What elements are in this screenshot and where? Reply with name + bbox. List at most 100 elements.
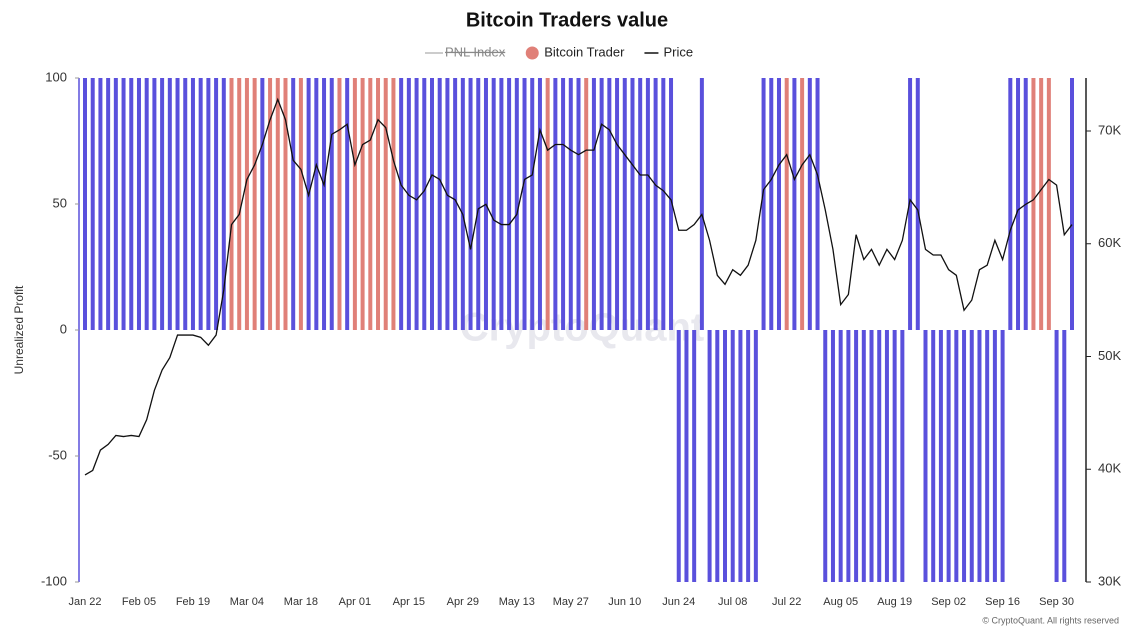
bar — [823, 330, 828, 582]
bar — [113, 78, 118, 330]
x-tick-label: Aug 19 — [877, 596, 912, 608]
bar — [237, 78, 242, 330]
bar — [561, 78, 566, 330]
bar — [553, 78, 558, 330]
bar — [160, 78, 165, 330]
bar — [1031, 78, 1036, 330]
bar — [90, 78, 95, 330]
x-tick-label: May 13 — [499, 596, 535, 608]
watermark: CryptoQuant — [460, 306, 704, 350]
bar — [753, 330, 758, 582]
bar — [514, 78, 519, 330]
bar — [190, 78, 195, 330]
x-tick-label: Jun 10 — [608, 596, 641, 608]
y-axis-label: Unrealized Profit — [12, 285, 26, 374]
bar — [568, 78, 573, 330]
y-tick-label: 50 — [53, 195, 67, 210]
bar — [530, 78, 535, 330]
bar — [106, 78, 111, 330]
x-tick-label: Jul 22 — [772, 596, 801, 608]
bar — [746, 330, 751, 582]
bar — [522, 78, 527, 330]
bar — [1054, 330, 1059, 582]
bar — [414, 78, 419, 330]
bar — [908, 78, 913, 330]
bar — [437, 78, 442, 330]
bar — [1070, 78, 1074, 330]
bar — [383, 78, 388, 330]
bar — [815, 78, 820, 330]
y-tick-label: -100 — [41, 573, 67, 588]
bar — [314, 78, 319, 330]
bar — [854, 330, 859, 582]
y-tick-label: 100 — [45, 69, 67, 84]
bar — [692, 330, 697, 582]
bar — [152, 78, 157, 330]
bar — [229, 78, 234, 330]
bar — [175, 78, 180, 330]
bar — [584, 78, 589, 330]
x-tick-label: Sep 30 — [1039, 596, 1074, 608]
bar — [591, 78, 596, 330]
legend-label[interactable]: PNL Index — [445, 44, 506, 59]
bar — [214, 78, 219, 330]
legend-label[interactable]: Price — [663, 44, 693, 59]
credit: © CryptoQuant. All rights reserved — [982, 615, 1119, 625]
y2-tick-label: 30K — [1098, 573, 1121, 588]
bar — [877, 330, 882, 582]
bar — [445, 78, 450, 330]
bar — [468, 78, 473, 330]
bar — [653, 78, 658, 330]
chart-title: Bitcoin Traders value — [466, 9, 668, 31]
bar — [1000, 330, 1005, 582]
bar — [399, 78, 404, 330]
bar — [661, 78, 666, 330]
bar — [221, 78, 226, 330]
legend-label[interactable]: Bitcoin Trader — [544, 44, 625, 59]
bar — [838, 330, 843, 582]
bar — [136, 78, 141, 330]
bar — [992, 330, 997, 582]
bar — [545, 78, 550, 330]
bar — [800, 78, 805, 330]
bar — [869, 330, 874, 582]
legend-swatch — [525, 46, 539, 60]
bar — [1062, 330, 1067, 582]
bar — [1008, 78, 1013, 330]
bar — [476, 78, 481, 330]
bar — [738, 330, 743, 582]
bar — [121, 78, 126, 330]
y2-tick-label: 70K — [1098, 122, 1121, 137]
bar — [769, 78, 774, 330]
bar — [491, 78, 496, 330]
bar — [507, 78, 512, 330]
bar — [884, 330, 889, 582]
bar — [283, 78, 288, 330]
bar — [306, 78, 311, 330]
bar — [183, 78, 188, 330]
bar — [761, 78, 766, 330]
bar — [129, 78, 134, 330]
bar — [830, 330, 835, 582]
bar — [298, 78, 303, 330]
x-tick-label: Aug 05 — [823, 596, 858, 608]
bar — [776, 78, 781, 330]
bar — [599, 78, 604, 330]
bar — [429, 78, 434, 330]
bar — [268, 78, 273, 330]
bar — [707, 330, 712, 582]
y2-tick-label: 50K — [1098, 348, 1121, 363]
x-tick-label: Sep 02 — [931, 596, 966, 608]
bar — [252, 78, 257, 330]
bar — [537, 78, 542, 330]
bar — [699, 78, 704, 330]
bar — [969, 330, 974, 582]
bar — [792, 78, 797, 330]
bar — [98, 78, 103, 330]
bar — [730, 330, 735, 582]
bar — [900, 330, 905, 582]
bar — [931, 330, 936, 582]
bar — [345, 78, 350, 330]
bar — [645, 78, 650, 330]
bar — [985, 330, 990, 582]
